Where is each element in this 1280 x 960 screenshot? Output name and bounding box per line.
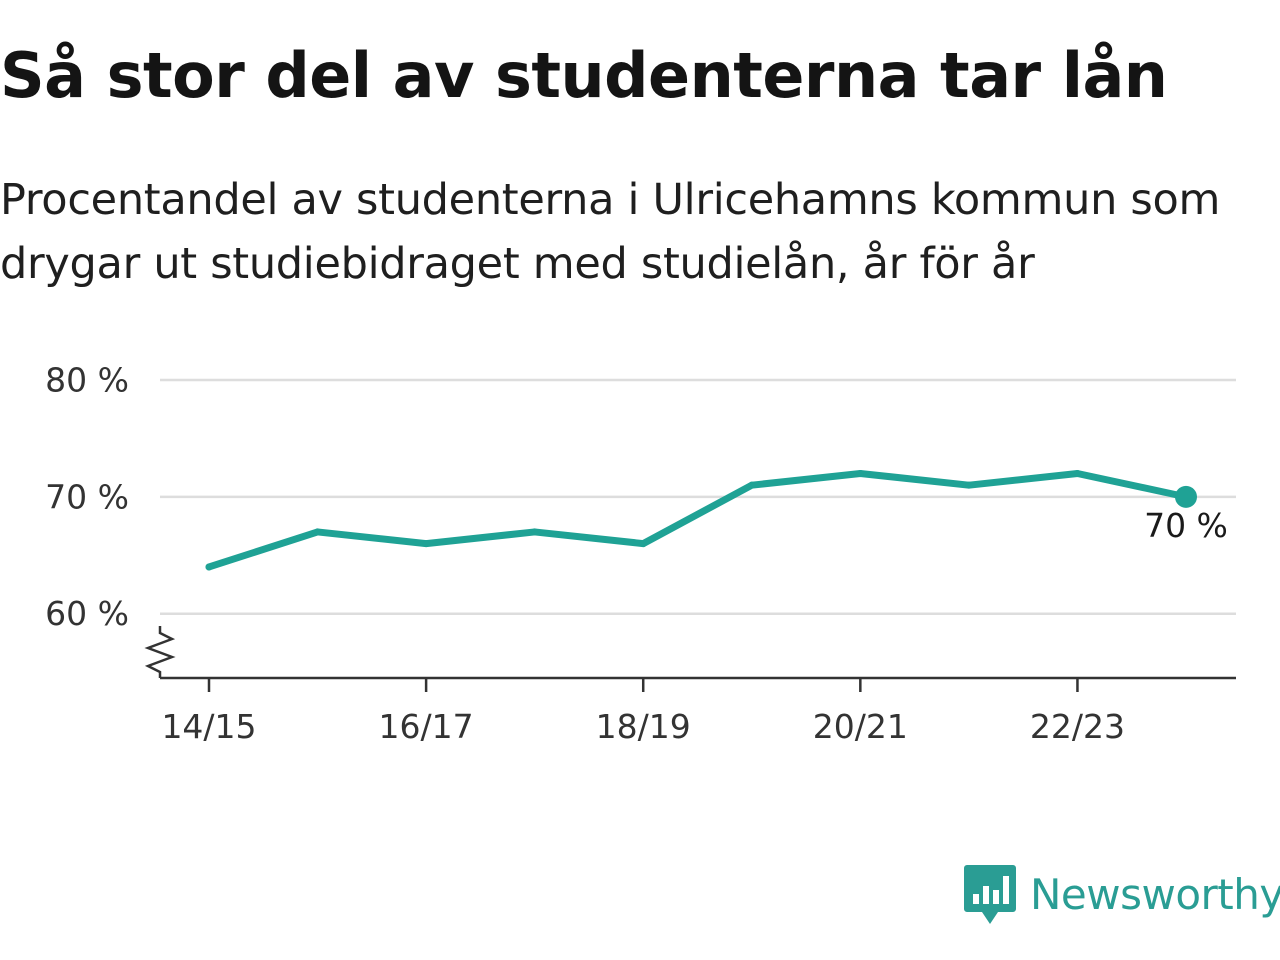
data-point: [422, 540, 430, 548]
y-tick-label: 80 %: [45, 361, 129, 400]
x-axis-ticks: 14/15 16/17 18/19 20/21 22/23: [161, 678, 1125, 746]
x-axis: [144, 626, 1236, 680]
y-tick-label: 60 %: [45, 594, 129, 633]
x-tick-label: 18/19: [596, 707, 691, 746]
data-labels: 70 %: [1144, 506, 1228, 545]
axis-break-icon: [144, 626, 176, 678]
end-point-marker: [1175, 485, 1197, 508]
series-line: [205, 469, 1190, 571]
x-tick-label: 16/17: [379, 707, 474, 746]
x-tick-label: 20/21: [813, 707, 908, 746]
data-point: [205, 563, 213, 571]
end-value-label: 70 %: [1144, 506, 1228, 545]
chart-subtitle: Procentandel av studenterna i Ulricehamn…: [0, 175, 1221, 289]
data-point: [639, 540, 647, 548]
x-tick-label: 22/23: [1030, 707, 1125, 746]
data-point: [314, 528, 322, 536]
bar-chart-speech-bubble-icon: [964, 865, 1016, 924]
newsworthy-branding: Newsworthy: [964, 864, 1280, 926]
data-point: [531, 528, 539, 536]
y-axis-tick-labels: 60 % 70 % 80 %: [45, 361, 129, 634]
data-point: [1073, 469, 1081, 477]
data-point: [748, 481, 756, 489]
brand-name: Newsworthy: [1030, 870, 1280, 919]
gridlines: [160, 378, 1236, 615]
series: [205, 469, 1197, 571]
chart-title: Så stor del av studenterna tar lån: [0, 39, 1168, 112]
x-tick-label: 14/15: [161, 707, 256, 746]
y-tick-label: 70 %: [45, 477, 129, 516]
data-point: [965, 481, 973, 489]
data-point: [856, 469, 864, 477]
